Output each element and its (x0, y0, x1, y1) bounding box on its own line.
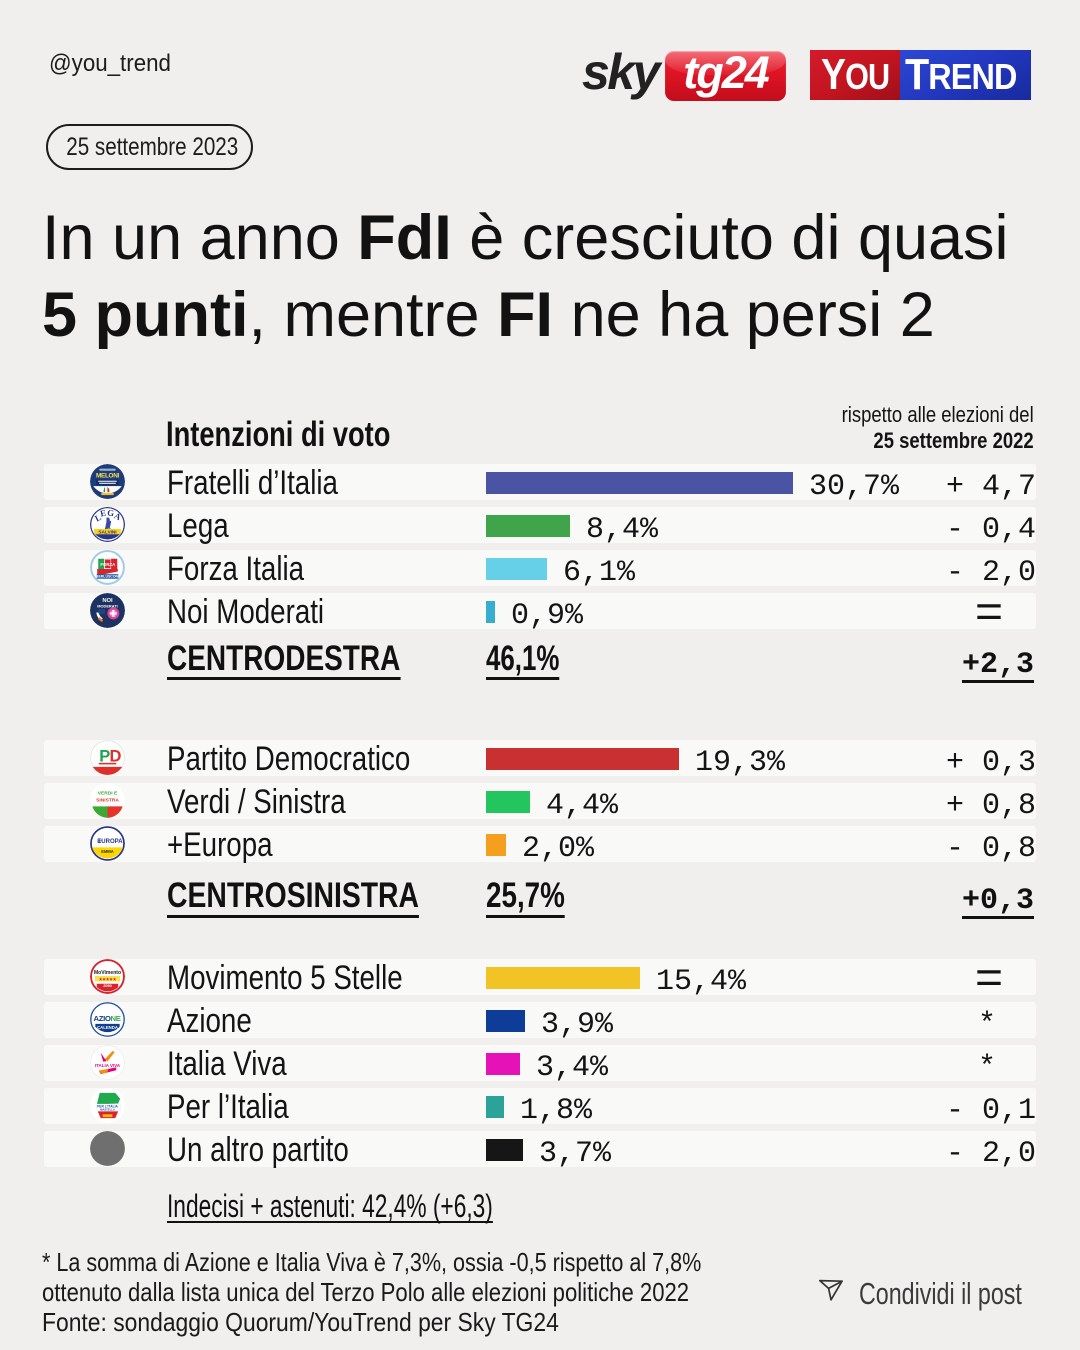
svg-text:MODERATI: MODERATI (97, 604, 117, 609)
svg-text:MELONI: MELONI (96, 472, 119, 479)
svg-text:E: E (99, 508, 107, 519)
svg-text:A: A (113, 510, 123, 522)
svg-text:★★★★★: ★★★★★ (99, 976, 117, 981)
svg-text:+: + (98, 838, 102, 845)
svg-text:SALVINI: SALVINI (98, 529, 116, 535)
svg-text:NOI: NOI (102, 598, 113, 604)
svg-text:FORZA: FORZA (100, 562, 115, 567)
svg-text:EMMA: EMMA (101, 849, 114, 854)
svg-text:PER L’ITALIA: PER L’ITALIA (97, 1104, 118, 1108)
svg-text:2050: 2050 (103, 983, 112, 988)
svg-text:L: L (93, 512, 103, 524)
svg-text:ITALIA VIVA: ITALIA VIVA (95, 1063, 121, 1068)
svg-text:AZIONE: AZIONE (94, 1014, 121, 1023)
svg-text:CALENDA: CALENDA (97, 1025, 118, 1030)
svg-text:EUROPA: EUROPA (97, 839, 123, 845)
svg-text:VERDI E: VERDI E (98, 791, 118, 797)
svg-text:P: P (99, 746, 110, 765)
svg-text:D: D (109, 746, 121, 765)
svg-text:MASTELLA: MASTELLA (100, 1108, 115, 1112)
svg-text:SINISTRA: SINISTRA (96, 797, 119, 803)
svg-text:MoVimento: MoVimento (94, 970, 121, 976)
svg-text:BERLUSCONI: BERLUSCONI (96, 575, 119, 579)
svg-text:G: G (107, 508, 115, 519)
